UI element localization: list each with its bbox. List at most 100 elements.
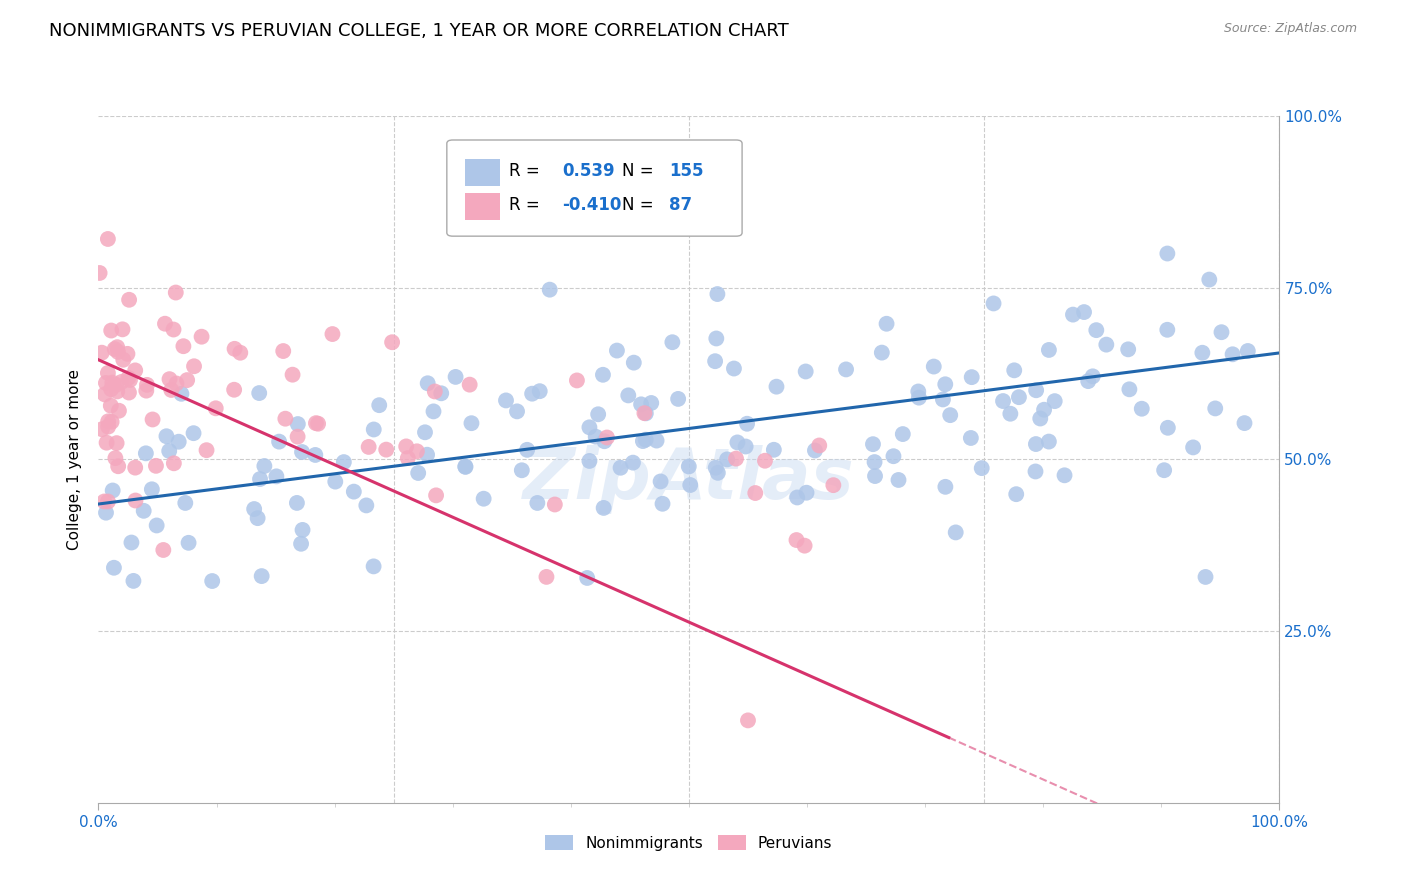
Point xyxy=(307,417,329,431)
Point xyxy=(422,404,444,418)
Point xyxy=(576,571,599,585)
Point xyxy=(510,463,533,477)
Point xyxy=(162,322,184,336)
Point xyxy=(1077,374,1099,388)
Point xyxy=(287,417,309,431)
Point xyxy=(269,434,291,449)
Point xyxy=(159,372,181,386)
Point xyxy=(870,345,893,359)
Point xyxy=(166,376,188,391)
Point xyxy=(97,419,120,434)
Point xyxy=(565,373,588,387)
Point xyxy=(1198,272,1220,286)
Point xyxy=(679,478,702,492)
Point xyxy=(124,493,146,508)
Point xyxy=(630,397,652,411)
Point xyxy=(368,398,391,412)
Point xyxy=(167,434,190,449)
Point xyxy=(661,335,683,350)
Point xyxy=(416,376,439,391)
Point xyxy=(249,472,271,486)
Point xyxy=(90,422,112,436)
Point xyxy=(735,417,758,431)
Point xyxy=(103,561,125,575)
Point xyxy=(1156,323,1178,337)
Point xyxy=(796,485,818,500)
Text: Source: ZipAtlas.com: Source: ZipAtlas.com xyxy=(1223,22,1357,36)
Point xyxy=(145,458,167,473)
Text: R =: R = xyxy=(509,162,540,180)
Point xyxy=(945,525,967,540)
Point xyxy=(704,331,727,345)
Point xyxy=(1204,401,1226,416)
Point xyxy=(89,266,111,280)
Point xyxy=(291,523,314,537)
Point xyxy=(520,386,543,401)
Point xyxy=(97,232,120,246)
Point xyxy=(100,382,122,396)
Point xyxy=(808,438,831,452)
Point xyxy=(934,480,956,494)
Point xyxy=(1191,345,1213,359)
Point xyxy=(960,431,983,445)
Point xyxy=(785,533,807,547)
Point xyxy=(287,430,309,444)
Point xyxy=(110,375,132,389)
Point xyxy=(120,535,142,549)
Point xyxy=(506,404,529,418)
Bar xyxy=(464,159,501,186)
Point xyxy=(623,356,645,370)
Point xyxy=(93,494,115,508)
Point xyxy=(786,491,808,505)
Point xyxy=(863,455,886,469)
Point xyxy=(165,285,187,300)
Point xyxy=(645,434,668,448)
Point xyxy=(640,396,662,410)
Point xyxy=(142,412,165,426)
Point xyxy=(101,483,124,498)
Point xyxy=(323,475,346,489)
Point xyxy=(678,459,700,474)
Point xyxy=(863,469,886,483)
Point xyxy=(887,473,910,487)
FancyBboxPatch shape xyxy=(447,140,742,236)
Point xyxy=(100,399,122,413)
Point xyxy=(136,377,159,392)
Point xyxy=(592,500,614,515)
Point xyxy=(124,460,146,475)
Point xyxy=(891,427,914,442)
Bar xyxy=(464,193,501,220)
Point xyxy=(141,483,163,497)
Point xyxy=(357,440,380,454)
Point xyxy=(939,408,962,422)
Point xyxy=(704,460,727,475)
Point xyxy=(118,373,141,387)
Point xyxy=(363,559,385,574)
Y-axis label: College, 1 year or more: College, 1 year or more xyxy=(66,369,82,549)
Point xyxy=(454,459,477,474)
Point xyxy=(291,445,314,459)
Point xyxy=(281,368,304,382)
Point xyxy=(754,454,776,468)
Point xyxy=(1095,337,1118,351)
Point xyxy=(737,714,759,728)
Point xyxy=(495,393,517,408)
Point xyxy=(585,430,607,444)
Point xyxy=(804,443,827,458)
Point xyxy=(724,451,747,466)
Point xyxy=(304,448,326,462)
Point xyxy=(609,460,631,475)
Point xyxy=(1038,434,1060,449)
Point xyxy=(97,414,120,428)
Point xyxy=(105,377,128,392)
Point xyxy=(97,366,120,380)
Point xyxy=(794,364,817,378)
Point xyxy=(1025,384,1047,398)
Point xyxy=(633,406,655,420)
Point xyxy=(157,444,180,458)
Point xyxy=(430,386,453,401)
Point xyxy=(460,416,482,430)
Point xyxy=(285,496,308,510)
Point xyxy=(538,283,561,297)
Point xyxy=(1194,570,1216,584)
